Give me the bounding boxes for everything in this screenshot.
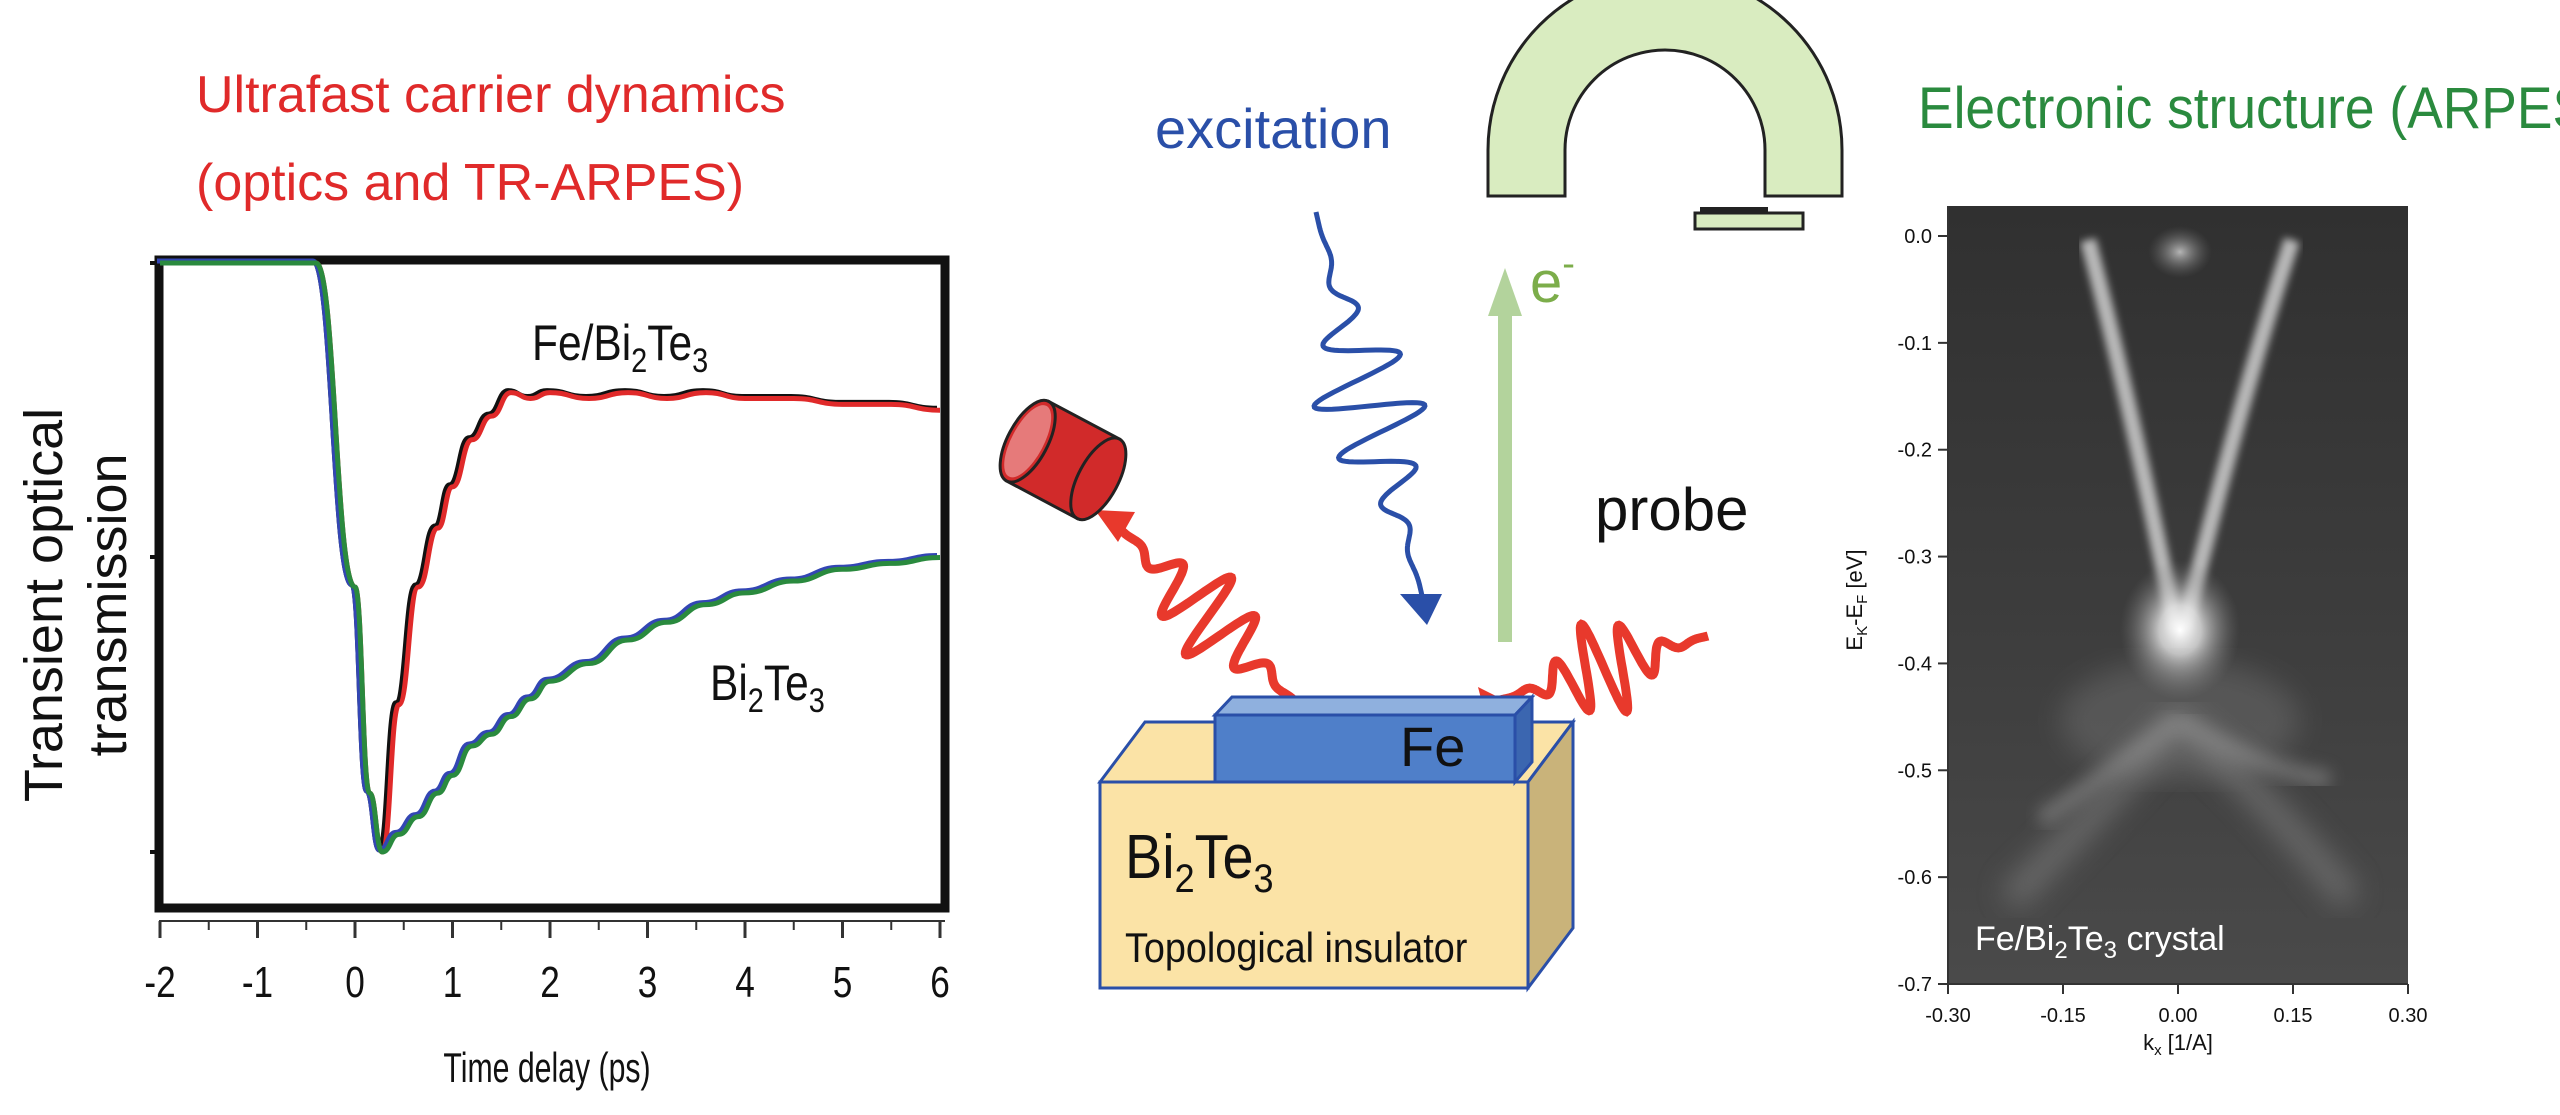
analyzer-slit [1700,207,1768,213]
y-tick-label: -0.7 [1898,974,1932,996]
x-tick-label: 1 [443,958,463,1007]
electron-label: e- [1530,243,1575,315]
fe-layer-front [1213,713,1517,784]
left-title-line1: Ultrafast carrier dynamics [196,66,785,124]
center-panel: excitation e- probe F [998,0,1844,993]
left-ylabel-line2: transmission [78,453,138,756]
substrate-front [1098,780,1530,990]
y-tick-label: -0.2 [1898,440,1932,462]
electron-arrowhead [1488,268,1522,316]
arpes-xlabel: kx [1/A] [2143,1030,2213,1059]
x-tick-label: -0.15 [2040,1005,2086,1027]
series-line [160,260,941,855]
transmission-plot-frame [154,255,950,913]
arpes-image: Fe/Bi2Te3 crystal [1948,206,2408,984]
x-tick-label: 0.15 [2274,1005,2313,1027]
fe-curve-label: Fe/Bi2Te3 [532,315,708,380]
right-panel: Electronic structure (ARPES) Fe/Bi2Te3 c… [1842,76,2560,1059]
x-tick-label: 0 [345,958,365,1007]
x-tick-label: -0.30 [1925,1005,1971,1027]
x-tick-label: 0.00 [2159,1005,2198,1027]
x-tick-label: -2 [144,958,175,1007]
arpes-y-ticks: 0.0 -0.1 -0.2 -0.3 -0.4 -0.5 -0.6 -0.7 [1898,206,1949,996]
right-title: Electronic structure (ARPES) [1918,76,2560,141]
left-panel: Ultrafast carrier dynamics (optics and T… [14,66,950,1091]
bi-curve-label: Bi2Te3 [710,655,825,720]
substrate-caption: Topological insulator [1125,925,1467,971]
electron-analyzer [1486,0,1844,198]
y-tick-label: -0.3 [1898,547,1932,569]
x-tick-label: 4 [735,958,755,1007]
arpes-ylabel: EK-EF [eV] [1842,549,1871,650]
probe-pulse [1498,619,1710,717]
left-title-line2: (optics and TR-ARPES) [196,154,744,212]
arpes-x-ticks: -0.30 -0.15 0.00 0.15 0.30 [1925,983,2428,1027]
excitation-label: excitation [1155,97,1392,160]
left-xlabel: Time delay (ps) [443,1044,650,1091]
x-tick-label: 3 [638,958,658,1007]
x-tick-label: 0.30 [2389,1005,2428,1027]
arpes-inset-label: Fe/Bi2Te3 crystal [1975,920,2225,964]
emitted-arrowhead [1095,510,1135,542]
y-tick-label: -0.1 [1898,333,1932,355]
y-tick-label: -0.5 [1898,760,1932,782]
analyzer-detector [1693,211,1805,231]
fe-layer-top [1211,695,1536,717]
left-ylabel-line1: Transient optical [14,408,74,802]
optical-detector [998,398,1128,522]
excitation-arrowhead [1400,594,1442,625]
transmission-curves [157,258,941,855]
probe-label: probe [1595,476,1748,543]
x-tick-label: -1 [242,958,273,1007]
emitted-pulse [1108,517,1309,715]
x-tick-label: 5 [833,958,853,1007]
y-tick-label: -0.4 [1898,653,1932,675]
fe-layer-label: Fe [1400,715,1465,778]
excitation-pulse [1311,211,1428,601]
y-tick-label: 0.0 [1904,226,1932,248]
y-tick-label: -0.6 [1898,867,1932,889]
x-tick-label: 2 [540,958,560,1007]
x-tick-label: 6 [930,958,950,1007]
x-tick-group: -2 -1 0 1 2 3 4 5 6 [144,921,950,1007]
substrate-label: Bi2Te3 [1125,823,1274,901]
